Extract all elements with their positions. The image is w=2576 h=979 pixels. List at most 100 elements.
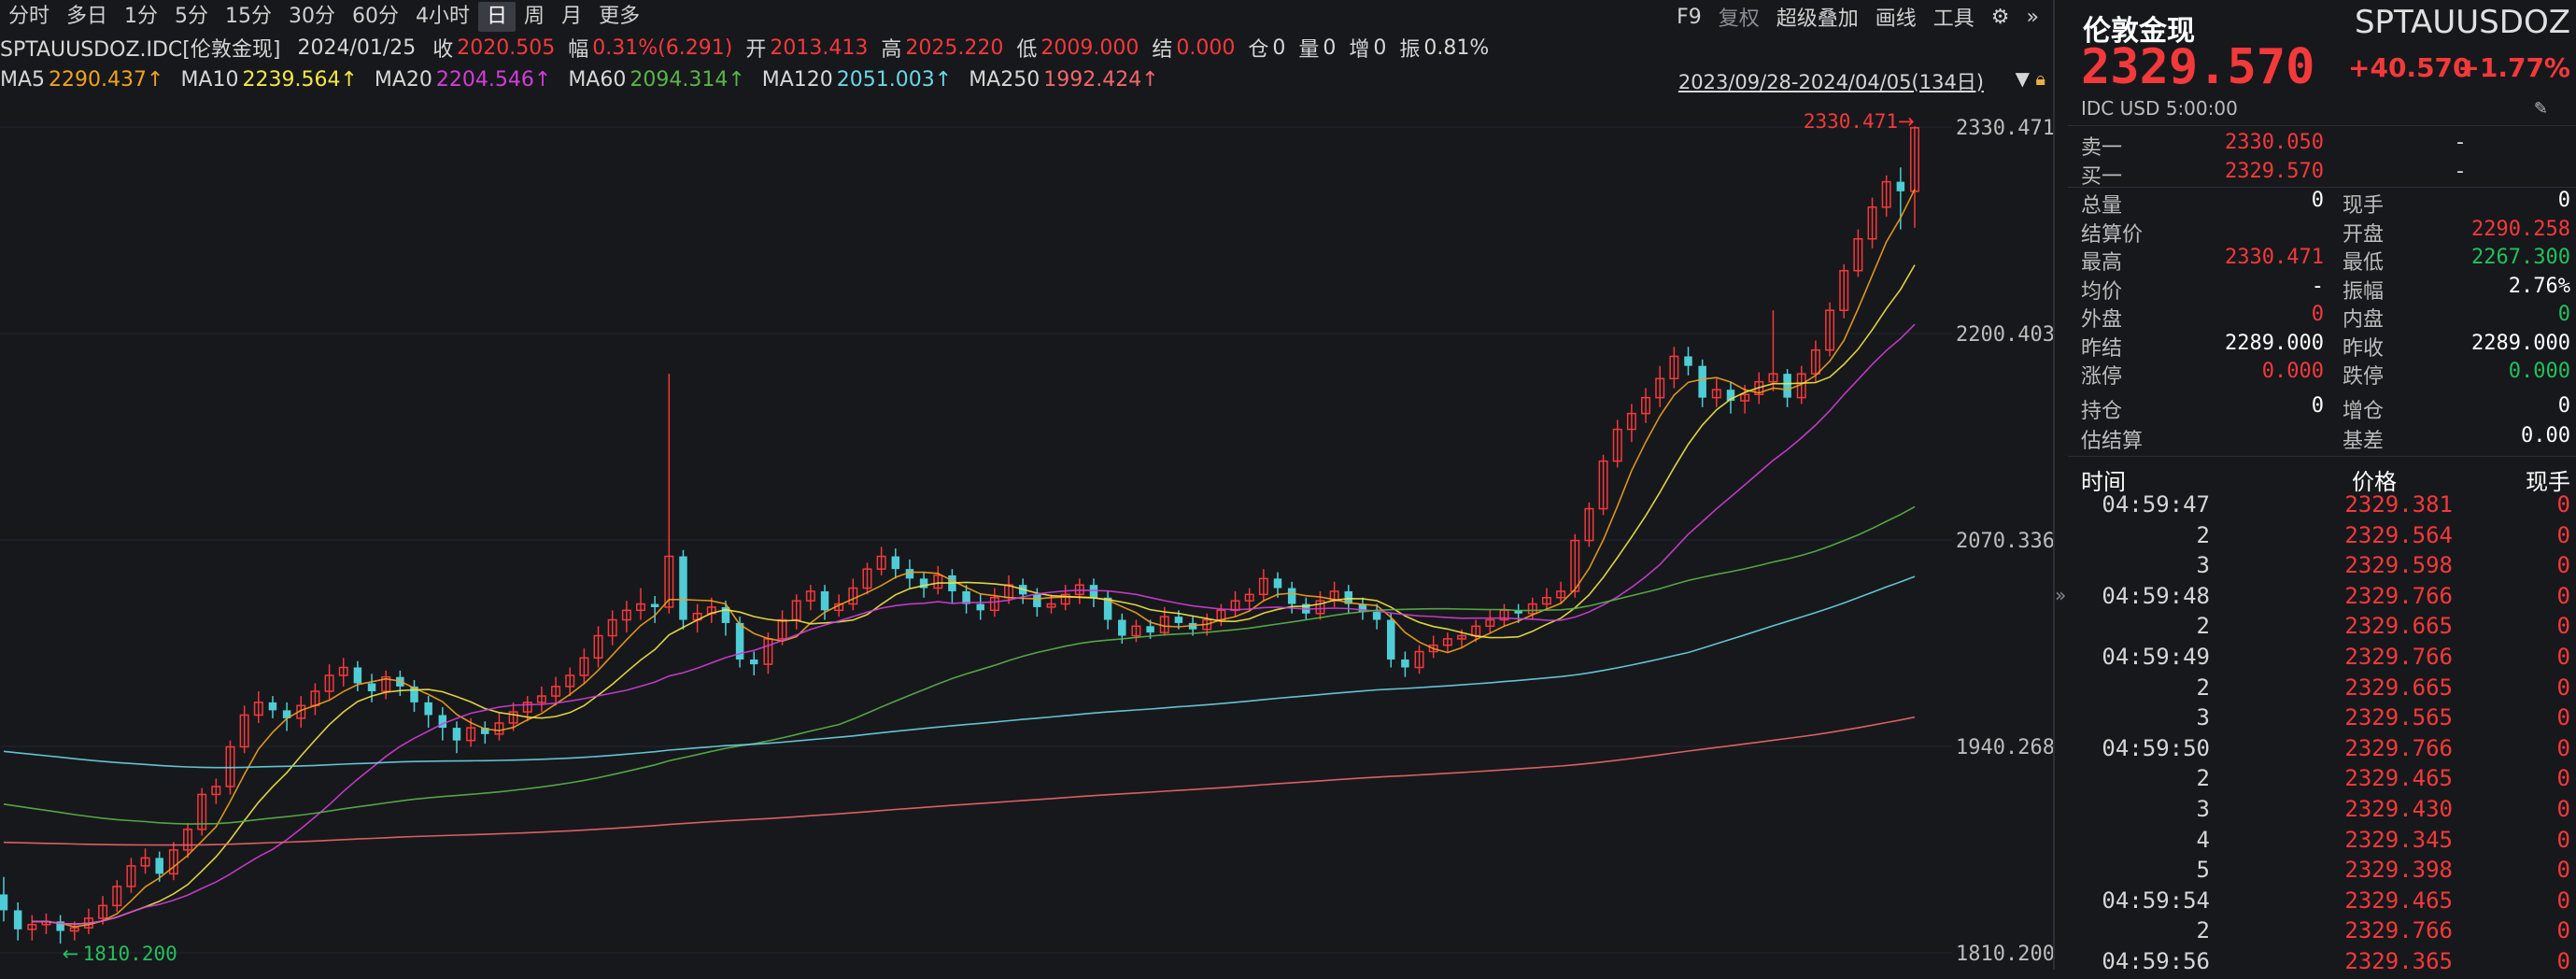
candle-body <box>1626 412 1636 431</box>
tick-qty: 0 <box>2556 796 2570 822</box>
tick-row: 04:59:48 2329.766 0 <box>2081 583 2576 614</box>
candle-body <box>1768 373 1778 383</box>
toolbar-button[interactable]: 超级叠加 <box>1776 7 1859 31</box>
candle-body <box>1273 578 1282 589</box>
candle-body <box>636 603 645 612</box>
tick-price: 2329.665 <box>2344 674 2453 701</box>
candle-body <box>1485 618 1495 628</box>
stat-label: 估结算 <box>2081 430 2144 453</box>
candle-body <box>1711 389 1721 399</box>
stat-label: 现手 <box>2342 194 2385 218</box>
candle-body <box>976 603 984 611</box>
stat-value: 0.000 <box>2508 360 2570 383</box>
candle-body <box>1556 590 1566 599</box>
candle-body <box>225 745 235 787</box>
candle-body <box>933 575 943 589</box>
candle-body <box>848 587 858 605</box>
tick-row: 04:59:56 2329.365 0 <box>2081 948 2576 979</box>
candle-body <box>508 711 518 724</box>
more-icon[interactable]: » <box>2026 5 2039 29</box>
instrument-meta: IDC USD 5:00:00 <box>2081 97 2238 120</box>
stat-label: 基差 <box>2342 430 2385 453</box>
candle-body <box>1896 181 1905 192</box>
toolbar-button[interactable]: 复权 <box>1718 7 1760 31</box>
tick-qty: 0 <box>2556 734 2570 761</box>
stat-value: 2267.300 <box>2471 246 2570 269</box>
orderbook-row: 卖一 2330.050 - <box>2081 131 2576 160</box>
tools-toolbar: F9 复权 超级叠加 画线 工具 ⚙ » <box>1668 0 2047 34</box>
kline-chart[interactable]: 2330.471 2200.403 2070.336 1940.268 1810.200… <box>0 0 2053 970</box>
timeframe-tab[interactable]: 分时 <box>8 5 50 28</box>
stat-value: 0 <box>2557 189 2570 212</box>
ma-value: 2051.003↑ <box>836 67 953 92</box>
orderbook-price: 2330.050 <box>2225 131 2324 154</box>
timeframe-tab[interactable]: 周 <box>524 5 545 28</box>
timeframe-tab[interactable]: 1分 <box>124 5 159 28</box>
candle-body <box>721 606 730 623</box>
timeframe-tab[interactable]: 多日 <box>66 5 108 28</box>
timeframe-tab[interactable]: 15分 <box>225 5 273 28</box>
settle-value: 0.000 <box>1176 35 1236 60</box>
stat-value: 0 <box>2311 189 2324 212</box>
candle-body <box>805 590 815 602</box>
candle-body <box>650 603 659 607</box>
col-time: 时间 <box>2081 469 2126 495</box>
candle-body <box>367 683 376 691</box>
settings-icon[interactable]: ⚙ <box>1990 5 2010 29</box>
timeframe-tab[interactable]: 5分 <box>175 5 209 28</box>
tick-qty: 0 <box>2556 582 2570 609</box>
tick-row: 04:59:49 2329.766 0 <box>2081 644 2576 674</box>
tick-price: 2329.465 <box>2344 887 2453 914</box>
tick-price: 2329.365 <box>2344 948 2453 974</box>
min-price-label: 1810.200 <box>83 943 177 965</box>
timeframe-tab[interactable]: 4小时 <box>416 5 471 28</box>
candle-body <box>183 829 193 851</box>
candle-body <box>621 609 631 621</box>
dropdown-arrow-icon[interactable]: ▼ <box>2015 67 2030 90</box>
tick-row: 2 2329.665 0 <box>2081 613 2576 644</box>
collapse-arrow-icon[interactable]: » <box>2055 584 2067 606</box>
candle-body <box>410 686 418 702</box>
candle-body <box>253 702 263 717</box>
candle-body <box>593 634 603 660</box>
candle-body <box>1541 596 1551 605</box>
timeframe-tab[interactable]: 日 <box>478 2 517 32</box>
oi-value: 0 <box>1272 35 1286 60</box>
timeframe-tab[interactable]: 60分 <box>352 5 400 28</box>
stat-row: 估结算 基差 0.00 <box>2081 424 2576 453</box>
date-range-selector[interactable]: 2023/09/28-2024/04/05(134日) <box>1677 71 1984 93</box>
tick-row: 2 2329.766 0 <box>2081 917 2576 948</box>
orderbook-label: 卖一 <box>2081 136 2123 160</box>
stat-label: 跌停 <box>2342 365 2385 389</box>
tick-qty: 0 <box>2556 674 2570 701</box>
candle-body <box>1584 507 1594 542</box>
chart-area[interactable]: 分时 多日 1分 5分 15分 30分 60分 4小时日周月更多 F9 复权 超级叠加 画线 工具 ⚙ »… <box>0 0 2055 970</box>
candle-body <box>338 666 348 676</box>
tick-time: 3 <box>2196 704 2210 731</box>
panel-divider[interactable] <box>2053 0 2055 970</box>
tick-time: 04:59:56 <box>2102 948 2210 974</box>
candle-body <box>1401 660 1409 668</box>
toolbar-button[interactable]: 画线 <box>1875 7 1917 31</box>
ma-label: MA10 <box>180 67 239 92</box>
ma-label: MA20 <box>374 67 432 92</box>
toolbar-button[interactable]: F9 <box>1677 5 1702 29</box>
tick-qty: 0 <box>2556 704 2570 731</box>
lock-icon[interactable]: 🔒︎ <box>2035 67 2045 90</box>
candle-body <box>1641 396 1651 415</box>
tick-qty: 0 <box>2556 917 2570 944</box>
stat-value: 0 <box>2557 303 2570 326</box>
oi-label: 仓 <box>1248 38 1269 62</box>
toolbar-button[interactable]: 工具 <box>1932 7 1974 31</box>
stat-label: 昨收 <box>2342 336 2385 361</box>
timeframe-tab[interactable]: 更多 <box>599 5 641 28</box>
low-label: 低 <box>1016 38 1038 62</box>
stat-label: 涨停 <box>2081 365 2123 389</box>
timeframe-tab[interactable]: 月 <box>561 5 583 28</box>
candle-body <box>1881 180 1891 208</box>
stat-value: 2290.258 <box>2471 217 2570 241</box>
stat-value: 2330.471 <box>2225 246 2324 269</box>
timeframe-tab[interactable]: 30分 <box>289 5 336 28</box>
quote-panel: 伦敦金现 SPTAUUSDOZ 2329.570 +40.570 +1.77% … <box>2068 0 2576 974</box>
edit-icon[interactable]: ✎ <box>2533 99 2548 119</box>
